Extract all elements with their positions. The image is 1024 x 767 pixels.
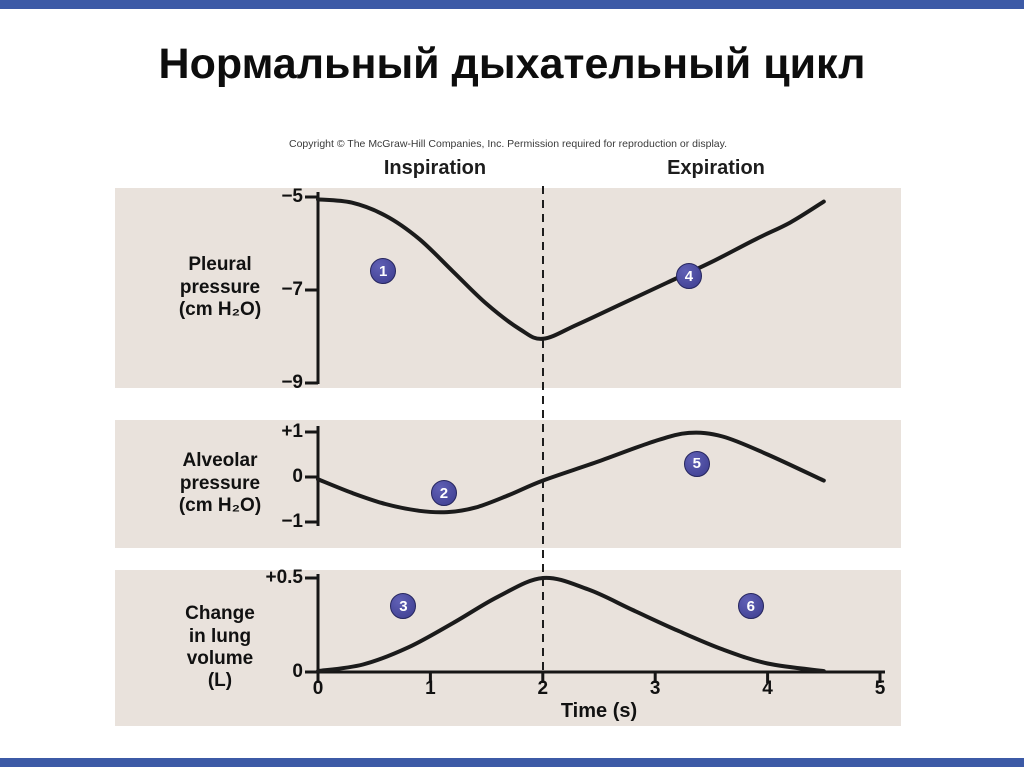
x-tick-label: 5 bbox=[874, 678, 886, 699]
step-marker-4: 4 bbox=[675, 263, 702, 290]
x-tick-label: 0 bbox=[312, 678, 324, 699]
step-marker-3: 3 bbox=[390, 593, 417, 620]
y-tick-label: −7 bbox=[281, 279, 303, 300]
y-tick-label: −1 bbox=[281, 511, 303, 532]
step-marker-6: 6 bbox=[737, 593, 764, 620]
lung-volume-axis-label: Change in lung volume (L) bbox=[185, 603, 255, 692]
pleural-pressure-axis-label: Pleural pressure (cm H₂O) bbox=[178, 254, 262, 321]
y-tick-label: +0.5 bbox=[265, 567, 303, 588]
x-tick-label: 2 bbox=[537, 678, 549, 699]
y-tick-label: +1 bbox=[281, 421, 303, 442]
step-marker-1: 1 bbox=[370, 258, 397, 285]
bottom-accent-bar bbox=[0, 758, 1024, 767]
alveolar-pressure-panel: Alveolar pressure (cm H₂O) +1 0 −1 2 5 bbox=[115, 420, 901, 548]
top-accent-bar bbox=[0, 0, 1024, 9]
y-tick-label: 0 bbox=[292, 466, 303, 487]
lung-volume-panel: Change in lung volume (L) Time (s) +0.5 0… bbox=[115, 567, 901, 726]
step-marker-5: 5 bbox=[683, 450, 710, 477]
x-tick-label: 4 bbox=[762, 678, 773, 699]
phase-label-inspiration: Inspiration bbox=[383, 157, 487, 179]
x-tick-label: 3 bbox=[649, 678, 661, 699]
pleural-pressure-panel: Pleural pressure (cm H₂O) −5 −7 −9 1 4 bbox=[115, 186, 901, 393]
y-tick-label: −5 bbox=[281, 186, 303, 207]
copyright-notice: Copyright © The McGraw-Hill Companies, I… bbox=[288, 138, 728, 150]
lung-volume-chart bbox=[305, 574, 885, 683]
x-tick-label: 1 bbox=[425, 678, 436, 699]
step-marker-2: 2 bbox=[430, 480, 457, 507]
y-tick-label: 0 bbox=[292, 661, 303, 682]
phase-label-expiration: Expiration bbox=[667, 157, 765, 179]
alveolar-pressure-axis-label: Alveolar pressure (cm H₂O) bbox=[178, 450, 262, 517]
time-axis-label: Time (s) bbox=[560, 700, 638, 722]
alveolar-pressure-chart bbox=[305, 426, 826, 526]
phase-divider-dashed-line bbox=[542, 186, 544, 672]
y-tick-label: −9 bbox=[281, 372, 303, 393]
slide-title: Нормальный дыхательный цикл bbox=[158, 40, 866, 88]
